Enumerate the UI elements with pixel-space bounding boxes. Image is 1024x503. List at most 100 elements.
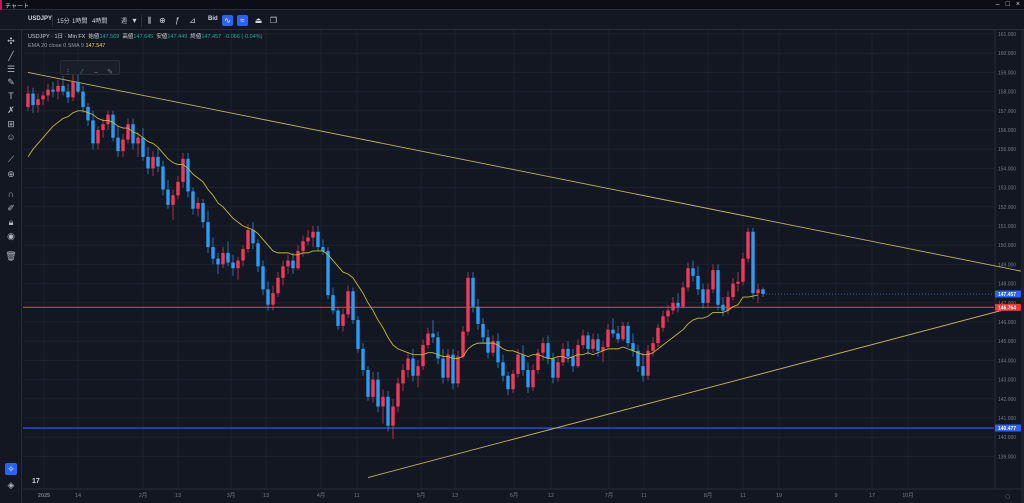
interval-week-button[interactable]: 週 bbox=[121, 19, 128, 25]
candle-body bbox=[491, 341, 495, 353]
chart-toolbar: USDJPY 15分 1時間 4時間 週 ▾ ⫼ ⊕ ƒ ⊿ Bid ∿ ≈ ⏏… bbox=[0, 12, 1024, 30]
candle-body bbox=[291, 260, 295, 269]
x-tick-label: 13 bbox=[263, 493, 269, 499]
candle bbox=[586, 331, 590, 355]
line-chart-icon[interactable]: ∿ bbox=[222, 15, 233, 26]
candle-body bbox=[616, 333, 620, 340]
candle bbox=[741, 252, 745, 286]
candle bbox=[181, 153, 185, 188]
candle bbox=[571, 348, 575, 372]
magnet-icon[interactable]: ∩ bbox=[7, 189, 15, 199]
pattern-tool-icon[interactable]: ✗ bbox=[7, 105, 15, 115]
symbol-button[interactable]: USDJPY bbox=[28, 16, 53, 22]
horizontal-lines-icon[interactable]: ☰ bbox=[6, 64, 16, 74]
candle bbox=[696, 266, 700, 296]
layers-icon[interactable]: ◈ bbox=[7, 480, 15, 490]
drawing-toolbar: ✣ ╱ ☰ ✎ T ✗ ⊞ ☺ ⟋ ⊕ ∩ ✐ 🔒︎ ◉ 🗑︎ ✧ ◈ bbox=[0, 30, 22, 503]
candle-body bbox=[691, 268, 695, 276]
candle bbox=[631, 333, 635, 357]
legend-open-label: 始値 bbox=[88, 34, 100, 40]
candle-body bbox=[711, 270, 715, 290]
brush-tool-icon[interactable]: ✎ bbox=[7, 77, 15, 87]
candle-body bbox=[401, 370, 405, 384]
x-tick-label: 11 bbox=[740, 493, 746, 499]
trash-icon[interactable]: 🗑︎ bbox=[5, 251, 17, 261]
candle bbox=[396, 377, 400, 413]
bid-button[interactable]: Bid bbox=[208, 16, 218, 22]
wave-chart-icon[interactable]: ≈ bbox=[237, 15, 248, 26]
candle bbox=[156, 149, 160, 173]
candle-body bbox=[331, 295, 335, 311]
line-tool-icon[interactable]: ⁄ bbox=[81, 69, 83, 76]
candle bbox=[551, 352, 555, 384]
candle bbox=[126, 118, 130, 144]
candle-body bbox=[476, 306, 480, 324]
candle bbox=[281, 260, 285, 286]
interval-15m-button[interactable]: 15分 bbox=[57, 19, 70, 25]
chart-type-icon[interactable]: ⫼ bbox=[147, 16, 152, 25]
legend-line-ohlc: USDJPY · 1日 · Min FX 始値147.569 高値147.645… bbox=[28, 33, 263, 42]
indicators-icon[interactable]: ƒ bbox=[175, 16, 180, 25]
interval-4h-button[interactable]: 4時間 bbox=[92, 19, 108, 25]
candle bbox=[461, 325, 465, 359]
candle-body bbox=[121, 139, 125, 152]
minimize-icon[interactable]: – bbox=[995, 1, 1000, 8]
zoom-in-icon[interactable]: ⊕ bbox=[7, 169, 15, 179]
maximize-icon[interactable]: □ bbox=[1005, 1, 1010, 8]
candle bbox=[426, 327, 430, 349]
pencil-tool-icon[interactable]: ✎ bbox=[107, 69, 113, 76]
add-indicator-icon[interactable]: ⊕ bbox=[159, 16, 166, 25]
eye-icon[interactable]: ◉ bbox=[7, 231, 15, 241]
candle-body bbox=[411, 358, 415, 376]
candle bbox=[536, 348, 540, 374]
y-tick-label: 150.000 bbox=[998, 243, 1016, 249]
x-tick-label: 10月 bbox=[902, 492, 914, 499]
hline-tool-icon[interactable]: – bbox=[94, 69, 98, 76]
axis-settings-icon[interactable]: ○ bbox=[1005, 493, 1010, 500]
interval-1h-button[interactable]: 1時間 bbox=[72, 19, 88, 25]
x-tick-label: 2月 bbox=[139, 492, 148, 499]
candle-body bbox=[426, 333, 430, 346]
candle bbox=[611, 318, 615, 338]
chevron-down-icon[interactable]: ▾ bbox=[132, 16, 137, 25]
candle-body bbox=[606, 329, 610, 347]
compare-icon[interactable]: ⊿ bbox=[189, 16, 196, 25]
candle-body bbox=[276, 277, 280, 294]
candle-body bbox=[261, 266, 265, 290]
candle bbox=[356, 316, 360, 353]
alert-icon[interactable]: ⏏ bbox=[254, 16, 263, 25]
x-tick-label: 6月 bbox=[510, 492, 519, 499]
candle-body bbox=[701, 289, 705, 303]
fib-tool-icon[interactable]: ⊞ bbox=[7, 119, 15, 129]
y-tick-label: 158.000 bbox=[998, 90, 1016, 96]
ruler-icon[interactable]: ⟋ bbox=[7, 154, 15, 164]
trendline-tool-icon[interactable]: ╱ bbox=[8, 51, 14, 61]
candle-body bbox=[386, 396, 390, 426]
object-tree-icon[interactable]: ✧ bbox=[5, 463, 17, 475]
candle-body bbox=[536, 352, 540, 370]
candle bbox=[591, 333, 595, 353]
candle-body bbox=[581, 335, 585, 346]
candle-body bbox=[176, 181, 180, 196]
candle bbox=[66, 83, 70, 104]
crosshair-icon[interactable]: ✣ bbox=[7, 36, 15, 46]
layout-icon[interactable]: ❐ bbox=[269, 16, 278, 25]
candle-body bbox=[191, 191, 195, 209]
candle bbox=[121, 133, 125, 157]
candle bbox=[236, 256, 240, 280]
trendline bbox=[367, 304, 1024, 478]
emoji-tool-icon[interactable]: ☺ bbox=[6, 132, 16, 142]
text-tool-icon[interactable]: T bbox=[8, 91, 14, 101]
drag-handle-icon[interactable]: ⋮ bbox=[64, 69, 72, 76]
close-icon[interactable]: × bbox=[1015, 1, 1020, 8]
candle bbox=[31, 87, 35, 113]
candle bbox=[366, 366, 370, 401]
drawing-mode-icon[interactable]: ✐ bbox=[7, 203, 15, 213]
lock-icon[interactable]: 🔒︎ bbox=[8, 217, 14, 227]
candle-body bbox=[696, 275, 700, 290]
candle bbox=[221, 247, 225, 269]
candle-body bbox=[341, 314, 345, 326]
legend-close-label: 終値 bbox=[190, 34, 202, 40]
candle bbox=[491, 335, 495, 357]
